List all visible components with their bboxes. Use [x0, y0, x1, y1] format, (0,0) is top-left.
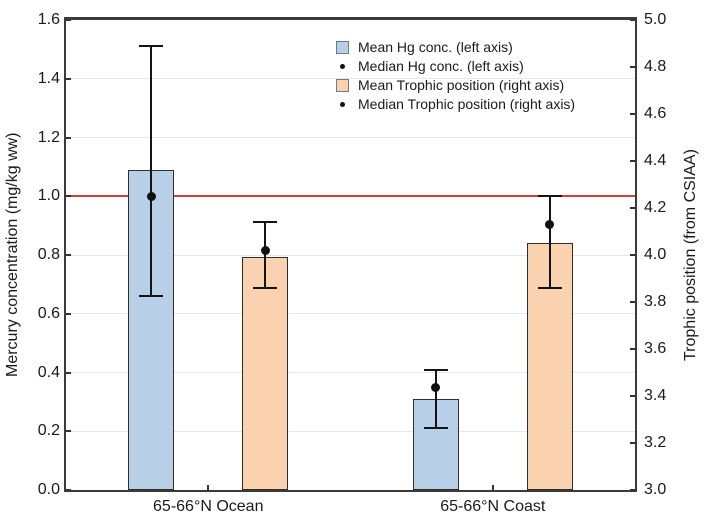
error-bar-line — [150, 46, 153, 297]
right-axis-tick — [630, 113, 635, 115]
left-axis-tick-label: 0.2 — [37, 422, 60, 440]
gridline — [66, 254, 635, 256]
left-axis-tick-label: 1.0 — [37, 187, 60, 205]
right-axis-tick — [630, 348, 635, 350]
legend-item: Mean Trophic position (right axis) — [330, 76, 575, 95]
error-bar-cap-bottom — [139, 295, 164, 298]
reference-line — [66, 195, 635, 198]
left-axis-tick — [66, 430, 71, 433]
mean-bar — [242, 257, 289, 490]
mean-swatch-icon — [335, 79, 349, 92]
gridline — [66, 430, 635, 432]
median-dot-icon — [339, 102, 345, 107]
median-dot — [431, 382, 441, 392]
legend-dot-swatch — [330, 102, 354, 107]
left-axis-tick-label: 0.0 — [37, 481, 60, 498]
right-axis-title: Trophic position (from CSIAA) — [682, 149, 699, 361]
left-axis-tick — [66, 489, 71, 491]
gridline — [66, 78, 635, 80]
median-dot — [146, 191, 156, 201]
right-axis-tick-label: 3.6 — [644, 340, 667, 357]
right-axis-tick-label: 4.4 — [644, 152, 667, 169]
right-axis-tick — [630, 489, 635, 491]
gridline — [66, 372, 635, 373]
right-axis-tick-label: 3.8 — [644, 293, 667, 310]
legend-label: Median Trophic position (right axis) — [358, 96, 576, 112]
legend-dot-swatch — [330, 64, 354, 69]
left-axis-tick — [66, 136, 71, 139]
legend-item: Mean Hg conc. (left axis) — [330, 38, 575, 57]
error-bar-cap-bottom — [537, 286, 562, 289]
legend-box-swatch — [330, 41, 354, 54]
category-label: 65-66°N Ocean — [153, 498, 264, 515]
error-bar-line — [264, 222, 267, 288]
right-axis-tick-label: 4.0 — [644, 246, 667, 263]
median-dot — [545, 219, 555, 229]
right-axis-tick — [630, 19, 635, 21]
mean-swatch-icon — [335, 41, 349, 54]
error-bar-line — [434, 369, 437, 429]
right-axis-tick — [630, 207, 635, 209]
error-bar-line — [548, 196, 551, 288]
right-axis-tick-label: 3.0 — [644, 481, 667, 498]
left-axis-tick-label: 1.4 — [37, 69, 60, 87]
right-axis-tick — [630, 254, 635, 256]
right-axis-tick — [630, 442, 635, 444]
left-axis-tick — [66, 19, 71, 21]
legend-item: Median Hg conc. (left axis) — [330, 57, 575, 76]
right-axis-tick-label: 4.2 — [644, 199, 667, 216]
right-axis-tick — [630, 160, 635, 162]
mean-bar — [526, 243, 573, 490]
error-bar-cap-top — [139, 45, 164, 48]
legend-box-swatch — [330, 79, 354, 92]
error-bar-cap-top — [537, 195, 562, 198]
left-axis-tick — [66, 371, 71, 374]
right-axis-tick — [630, 301, 635, 303]
left-axis-tick-label: 1.2 — [37, 128, 60, 146]
right-axis-tick — [630, 395, 635, 397]
right-axis-tick-label: 3.4 — [644, 387, 667, 404]
left-axis-tick-label: 0.6 — [37, 304, 60, 322]
left-axis-tick — [66, 77, 71, 80]
right-axis-tick-label: 3.2 — [644, 434, 667, 451]
left-axis-tick-label: 1.6 — [37, 11, 60, 28]
left-axis-tick-label: 0.4 — [37, 363, 60, 381]
left-axis-title: Mercury concentration (mg/kg ww) — [4, 132, 21, 378]
left-axis-tick — [66, 254, 71, 256]
chart-legend: Mean Hg conc. (left axis) Median Hg conc.… — [330, 38, 575, 114]
error-bar-cap-bottom — [253, 286, 278, 289]
error-bar-cap-top — [253, 221, 278, 224]
left-axis-tick — [66, 195, 71, 198]
right-axis-tick-label: 4.8 — [644, 58, 667, 75]
error-bar-cap-bottom — [423, 427, 448, 430]
median-dot-icon — [339, 64, 345, 69]
right-axis-tick — [630, 66, 635, 68]
legend-label: Median Hg conc. (left axis) — [358, 58, 524, 74]
error-bar-cap-top — [423, 368, 448, 371]
legend-item: Median Trophic position (right axis) — [330, 95, 575, 114]
gridline — [66, 137, 635, 138]
category-label: 65-66°N Coast — [440, 498, 546, 515]
legend-label: Mean Hg conc. (left axis) — [358, 39, 513, 55]
left-axis-tick — [66, 312, 71, 315]
x-axis-tick — [491, 485, 494, 490]
right-axis-tick-label: 5.0 — [644, 11, 667, 28]
left-axis-tick-label: 0.8 — [37, 246, 60, 263]
gridline — [66, 313, 635, 315]
median-dot — [260, 245, 270, 255]
x-axis-tick — [207, 485, 210, 490]
right-axis-tick-label: 4.6 — [644, 105, 667, 122]
legend-label: Mean Trophic position (right axis) — [358, 77, 565, 93]
